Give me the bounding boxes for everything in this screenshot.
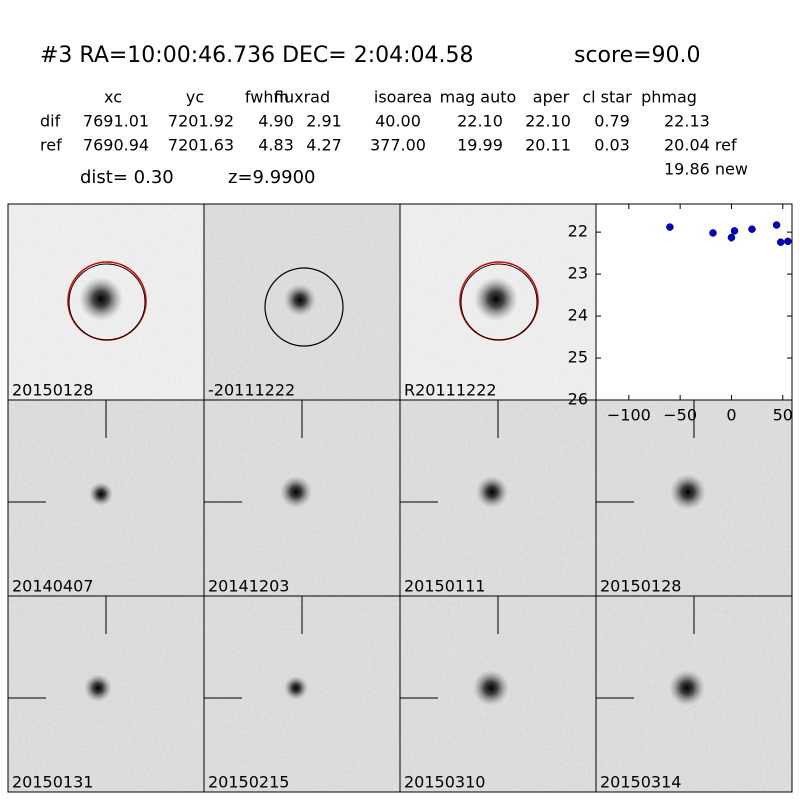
aperture: [264, 267, 344, 347]
table-cell: 0.03: [594, 136, 630, 155]
y-tick-label: 25: [568, 348, 588, 367]
table-cell: 20.04 ref: [664, 136, 737, 155]
y-tick-label: 24: [568, 306, 588, 325]
source: [670, 474, 706, 510]
table-cell: 7691.01: [83, 112, 149, 131]
source: [473, 670, 509, 706]
table-cell: 20.11: [525, 136, 571, 155]
stamp-label: -20111222: [208, 381, 295, 400]
y-tick-label: 23: [568, 264, 588, 283]
stamp-label: 20141203: [208, 577, 289, 596]
row-label: ref: [40, 136, 62, 155]
point: [776, 238, 785, 246]
panels: 20150128 -20111222 R20111222 20140407 201412…: [7, 203, 793, 793]
stamp-label: 20140407: [12, 577, 93, 596]
x-tick-label: 50: [773, 406, 793, 425]
lightcurve: −100 −50 0 50 22 23 24 25 26: [568, 203, 793, 425]
row-label: dif: [40, 112, 61, 131]
column-header: fluxrad: [274, 88, 330, 107]
table-cell: 7690.94: [83, 136, 149, 155]
source: [84, 674, 112, 702]
column-header: isoarea: [374, 88, 432, 107]
table-cell: 7201.63: [168, 136, 234, 155]
redshift: z=9.9900: [228, 167, 316, 188]
table-cell: 2.91: [306, 112, 342, 131]
stamp-label: 20150128: [12, 381, 93, 400]
table-cell: 4.83: [258, 136, 294, 155]
title: #3 RA=10:00:46.736 DEC= 2:04:04.58: [40, 43, 474, 68]
source: [280, 476, 312, 508]
table-cell: 19.99: [457, 136, 503, 155]
aperture: [68, 263, 146, 341]
y-tick-label: 22: [568, 222, 588, 241]
plot-border: [595, 203, 793, 401]
table-cell: 40.00: [375, 112, 421, 131]
point: [666, 223, 674, 231]
aperture: [460, 263, 538, 341]
stamp-border: [595, 595, 793, 793]
table-cell: 377.00: [370, 136, 426, 155]
column-header: cl star: [582, 88, 632, 107]
source: [284, 284, 316, 316]
phmag-new: 19.86 new: [664, 160, 748, 179]
table-cell: 7201.92: [168, 112, 234, 131]
source: [474, 277, 518, 321]
point: [709, 229, 717, 237]
table-cell: 22.10: [457, 112, 503, 131]
y-tick-label: 26: [568, 390, 588, 409]
x-tick-label: −50: [663, 406, 697, 425]
column-header: fwhm: [245, 88, 289, 107]
point: [730, 227, 739, 235]
x-tick-label: 0: [726, 406, 736, 425]
point: [772, 221, 781, 229]
point: [727, 233, 736, 242]
plot-area: [596, 204, 792, 400]
source: [89, 482, 113, 506]
stamp-label: 20150131: [12, 773, 93, 792]
source: [79, 277, 123, 321]
dist: dist= 0.30: [80, 167, 174, 188]
table-cell: 4.90: [258, 112, 294, 131]
x-tick-label: −100: [607, 406, 651, 425]
point: [748, 225, 756, 233]
table-cell: 0.79: [594, 112, 630, 131]
source: [669, 670, 705, 706]
column-header: aper: [533, 88, 570, 107]
column-header: mag auto: [440, 88, 517, 107]
stamp-label: R20111222: [404, 381, 497, 400]
table-cell: 22.10: [525, 112, 571, 131]
stamp-label: 20150310: [404, 773, 485, 792]
stamp-label: 20150111: [404, 577, 485, 596]
table-cell: 22.13: [664, 112, 710, 131]
column-header: yc: [186, 88, 204, 107]
point: [784, 237, 792, 246]
table-cell: 4.27: [306, 136, 342, 155]
score: score=90.0: [574, 43, 701, 68]
source: [476, 476, 508, 508]
column-header: phmag: [641, 88, 697, 107]
stamp-label: 20150215: [208, 773, 289, 792]
source: [284, 676, 308, 700]
stamp-label: 20150314: [600, 773, 681, 792]
stamp-label: 20150128: [600, 577, 681, 596]
column-header: xc: [104, 88, 122, 107]
